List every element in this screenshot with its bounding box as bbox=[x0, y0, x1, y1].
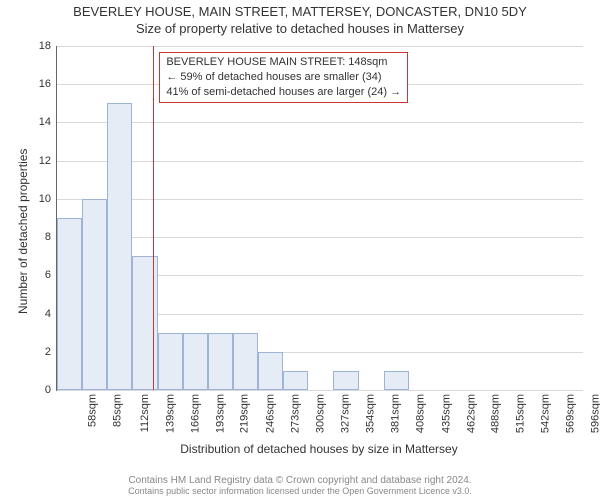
x-tick-label: 354sqm bbox=[365, 394, 377, 433]
x-tick-label: 219sqm bbox=[239, 394, 251, 433]
histogram-bar bbox=[384, 371, 409, 390]
footer-line-2: Contains public sector information licen… bbox=[0, 486, 600, 496]
histogram-bar bbox=[233, 333, 258, 390]
gridline bbox=[57, 122, 583, 123]
x-tick-label: 542sqm bbox=[540, 394, 552, 433]
x-tick-label: 300sqm bbox=[314, 394, 326, 433]
histogram-bar bbox=[283, 371, 308, 390]
annotation-line: 41% of semi-detached houses are larger (… bbox=[166, 85, 401, 100]
histogram-bar bbox=[107, 103, 132, 390]
y-tick-label: 4 bbox=[45, 308, 57, 320]
gridline bbox=[57, 46, 583, 47]
x-tick-label: 435sqm bbox=[440, 394, 452, 433]
annotation-line: ← 59% of detached houses are smaller (34… bbox=[166, 70, 401, 85]
x-tick-label: 166sqm bbox=[190, 394, 202, 433]
chart-title: BEVERLEY HOUSE, MAIN STREET, MATTERSEY, … bbox=[0, 4, 600, 19]
histogram-bar bbox=[208, 333, 233, 390]
y-tick-label: 0 bbox=[45, 384, 57, 396]
histogram-bar bbox=[158, 333, 183, 390]
footer-line-1: Contains HM Land Registry data © Crown c… bbox=[0, 475, 600, 486]
plot-area: 02468101214161858sqm85sqm112sqm139sqm166… bbox=[56, 46, 583, 391]
chart-container: BEVERLEY HOUSE, MAIN STREET, MATTERSEY, … bbox=[0, 0, 600, 500]
histogram-bar bbox=[183, 333, 208, 390]
gridline bbox=[57, 199, 583, 200]
x-tick-label: 246sqm bbox=[264, 394, 276, 433]
x-tick-label: 569sqm bbox=[565, 394, 577, 433]
histogram-bar bbox=[333, 371, 358, 390]
y-tick-label: 8 bbox=[45, 231, 57, 243]
x-tick-label: 327sqm bbox=[340, 394, 352, 433]
gridline bbox=[57, 237, 583, 238]
y-tick-label: 14 bbox=[39, 116, 57, 128]
x-tick-label: 596sqm bbox=[590, 394, 600, 433]
x-tick-label: 515sqm bbox=[515, 394, 527, 433]
y-tick-label: 10 bbox=[39, 193, 57, 205]
gridline bbox=[57, 161, 583, 162]
y-tick-label: 6 bbox=[45, 269, 57, 281]
reference-line bbox=[153, 46, 154, 390]
histogram-bar bbox=[82, 199, 107, 390]
x-tick-label: 273sqm bbox=[289, 394, 301, 433]
x-tick-label: 58sqm bbox=[86, 394, 98, 427]
annotation-box: BEVERLEY HOUSE MAIN STREET: 148sqm← 59% … bbox=[159, 52, 408, 103]
histogram-bar bbox=[258, 352, 283, 390]
x-tick-label: 85sqm bbox=[111, 394, 123, 427]
x-tick-label: 381sqm bbox=[390, 394, 402, 433]
histogram-bar bbox=[57, 218, 82, 390]
annotation-line: BEVERLEY HOUSE MAIN STREET: 148sqm bbox=[166, 55, 401, 70]
x-tick-label: 112sqm bbox=[139, 394, 151, 432]
title-block: BEVERLEY HOUSE, MAIN STREET, MATTERSEY, … bbox=[0, 4, 600, 36]
x-tick-label: 139sqm bbox=[165, 394, 177, 433]
y-tick-label: 2 bbox=[45, 346, 57, 358]
y-tick-label: 16 bbox=[39, 78, 57, 90]
x-tick-label: 193sqm bbox=[215, 394, 227, 433]
attribution-footer: Contains HM Land Registry data © Crown c… bbox=[0, 475, 600, 496]
x-axis-label: Distribution of detached houses by size … bbox=[56, 442, 582, 456]
y-tick-label: 12 bbox=[39, 155, 57, 167]
y-tick-label: 18 bbox=[39, 40, 57, 52]
gridline bbox=[57, 390, 583, 391]
x-tick-label: 488sqm bbox=[489, 394, 501, 433]
y-axis-label: Number of detached properties bbox=[16, 149, 30, 314]
x-tick-label: 408sqm bbox=[415, 394, 427, 433]
chart-subtitle: Size of property relative to detached ho… bbox=[0, 21, 600, 36]
x-tick-label: 462sqm bbox=[465, 394, 477, 433]
